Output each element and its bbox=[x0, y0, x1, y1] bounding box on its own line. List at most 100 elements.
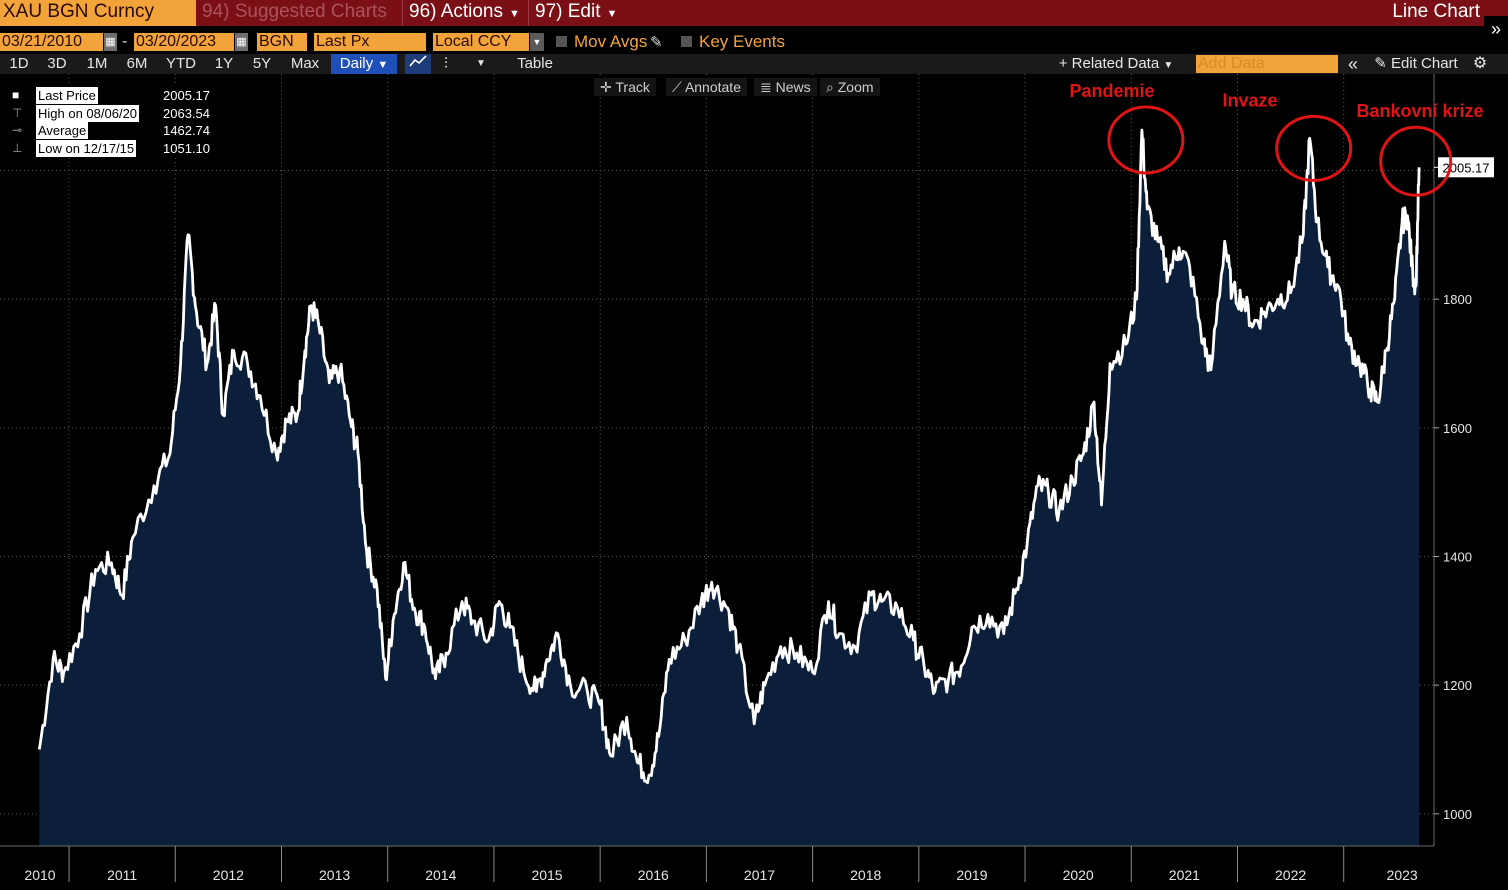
related-data-menu[interactable]: + Related Data ▼ bbox=[1052, 54, 1180, 74]
legend-last-label: Last Price bbox=[36, 87, 98, 104]
annotations: Pandemie Invaze Bankovní krize bbox=[1069, 81, 1484, 197]
actions-menu[interactable]: 96) Actions ▼ bbox=[402, 0, 524, 26]
period-5y[interactable]: 5Y bbox=[252, 55, 272, 72]
date-separator: - bbox=[122, 33, 128, 50]
x-tick-label: 2018 bbox=[850, 867, 881, 883]
edit-menu[interactable]: 97) Edit ▼ bbox=[528, 0, 620, 26]
y-tick-label: 1000 bbox=[1443, 807, 1472, 822]
magnifier-icon: ⌕ bbox=[826, 79, 834, 95]
suggested-charts-menu[interactable]: 94) Suggested Charts bbox=[202, 1, 387, 22]
price-line bbox=[37, 128, 1421, 785]
chevron-down-icon: ▼ bbox=[1163, 60, 1174, 71]
legend-high-value: 2063.54 bbox=[163, 106, 210, 121]
ticker-field[interactable]: XAU BGN Curncy bbox=[0, 0, 196, 26]
price-field-select[interactable]: Last Px bbox=[314, 33, 426, 51]
end-date-field[interactable]: 03/20/2023 bbox=[134, 33, 234, 51]
window-title: Line Chart bbox=[1392, 1, 1480, 22]
mov-avgs-label[interactable]: Mov Avgs bbox=[574, 32, 648, 51]
annotation-label: Pandemie bbox=[1069, 81, 1154, 101]
x-tick-label: 2011 bbox=[107, 867, 137, 883]
legend-high-label: High on 08/06/20 bbox=[36, 105, 140, 122]
pencil-icon[interactable]: ✎ bbox=[650, 34, 663, 51]
title-bar: XAU BGN Curncy 94) Suggested Charts 96) … bbox=[0, 0, 1508, 26]
x-tick-label: 2023 bbox=[1387, 867, 1418, 883]
square-icon: ■ bbox=[12, 88, 20, 102]
annotation-label: Bankovní krize bbox=[1356, 101, 1483, 121]
frequency-label: Daily bbox=[339, 55, 374, 72]
crosshair-icon: ✛ bbox=[600, 79, 612, 95]
legend-average[interactable]: ⊸ Average 1462.74 bbox=[8, 122, 214, 139]
edit-chart-button[interactable]: ✎ Edit Chart bbox=[1368, 54, 1464, 74]
legend-low[interactable]: ⊥ Low on 12/17/15 1051.10 bbox=[8, 140, 214, 157]
chevron-down-icon[interactable]: ▼ bbox=[530, 33, 544, 51]
gear-icon[interactable]: ⚙ bbox=[1472, 55, 1488, 72]
low-marker-icon: ⊥ bbox=[12, 141, 23, 155]
double-chevron-left-icon[interactable]: « bbox=[1347, 54, 1358, 74]
edit-chart-label: Edit Chart bbox=[1391, 55, 1458, 72]
chevron-down-icon: ▼ bbox=[606, 8, 618, 20]
y-tick-label: 1200 bbox=[1443, 678, 1472, 693]
add-data-input[interactable]: Add Data bbox=[1196, 55, 1338, 73]
y-tick-label: 1600 bbox=[1443, 421, 1472, 436]
calendar-icon[interactable]: ▦ bbox=[235, 33, 248, 51]
legend-high[interactable]: ⊤ High on 08/06/20 2063.54 bbox=[8, 105, 214, 122]
chevron-down-icon[interactable]: ▼ bbox=[476, 58, 486, 69]
key-events-label[interactable]: Key Events bbox=[699, 32, 785, 51]
high-marker-icon: ⊤ bbox=[12, 106, 23, 120]
period-max[interactable]: Max bbox=[290, 55, 320, 72]
x-tick-label: 2016 bbox=[638, 867, 669, 883]
actions-label: 96) Actions bbox=[409, 1, 503, 22]
line-chart-icon[interactable] bbox=[405, 54, 431, 74]
legend-low-label: Low on 12/17/15 bbox=[36, 140, 137, 157]
legend-last-price[interactable]: ■ Last Price 2005.17 bbox=[8, 87, 214, 104]
mov-avgs-checkbox[interactable] bbox=[556, 36, 567, 47]
pencil-icon: ⟋ bbox=[672, 79, 682, 95]
annotation-label: Invaze bbox=[1222, 90, 1277, 110]
plus-icon: + bbox=[1058, 55, 1068, 72]
news-button[interactable]: ≣ News bbox=[754, 78, 817, 96]
period-ytd[interactable]: YTD bbox=[166, 55, 196, 72]
price-chart[interactable]: 1000 1200 1400 1600 1800 2005.17 2010 2011 2012… bbox=[0, 74, 1508, 890]
x-tick-label: 2012 bbox=[213, 867, 244, 883]
table-button[interactable]: Table bbox=[517, 55, 553, 72]
period-1m[interactable]: 1M bbox=[86, 55, 108, 72]
track-button[interactable]: ✛ Track bbox=[594, 78, 656, 96]
annotate-button[interactable]: ⟋ Annotate bbox=[666, 78, 747, 96]
legend-last-value: 2005.17 bbox=[163, 88, 210, 103]
bar-chart-icon[interactable]: ⫶ bbox=[444, 55, 448, 72]
annotation-circle bbox=[1275, 114, 1353, 182]
related-data-label: Related Data bbox=[1071, 55, 1160, 72]
x-tick-label: 2010 bbox=[24, 867, 55, 883]
y-tick-label: 1800 bbox=[1443, 292, 1472, 307]
zoom-button[interactable]: ⌕ Zoom bbox=[820, 78, 880, 96]
legend-average-value: 1462.74 bbox=[163, 123, 210, 138]
x-tick-label: 2014 bbox=[425, 867, 456, 883]
chevron-down-icon: ▼ bbox=[509, 8, 520, 20]
period-1d[interactable]: 1D bbox=[9, 55, 29, 72]
source-field[interactable]: BGN bbox=[257, 33, 307, 51]
y-axis-panel bbox=[1434, 74, 1508, 890]
x-tick-label: 2019 bbox=[956, 867, 987, 883]
edit-label: 97) Edit bbox=[535, 1, 601, 22]
period-1y[interactable]: 1Y bbox=[214, 55, 234, 72]
price-area bbox=[39, 130, 1420, 846]
currency-select[interactable]: Local CCY bbox=[433, 33, 529, 51]
x-tick-label: 2017 bbox=[744, 867, 775, 883]
legend-average-label: Average bbox=[36, 122, 89, 139]
y-axis: 1000 1200 1400 1600 1800 2005.17 bbox=[1433, 74, 1508, 890]
legend-low-value: 1051.10 bbox=[163, 141, 210, 156]
y-tick-label: 1400 bbox=[1443, 550, 1472, 565]
start-date-field[interactable]: 03/21/2010 bbox=[0, 33, 103, 51]
expand-panel-icon[interactable]: » bbox=[1484, 16, 1508, 42]
average-marker-icon: ⊸ bbox=[12, 123, 23, 137]
news-label: News bbox=[775, 79, 811, 95]
calendar-icon[interactable]: ▦ bbox=[104, 33, 117, 51]
x-tick-label: 2013 bbox=[319, 867, 350, 883]
frequency-select[interactable]: Daily ▼ bbox=[331, 54, 397, 74]
pencil-icon: ✎ bbox=[1374, 55, 1387, 72]
period-6m[interactable]: 6M bbox=[126, 55, 148, 72]
period-3d[interactable]: 3D bbox=[47, 55, 67, 72]
track-label: Track bbox=[615, 79, 650, 95]
key-events-checkbox[interactable] bbox=[681, 36, 692, 47]
chevron-down-icon: ▼ bbox=[377, 59, 389, 71]
